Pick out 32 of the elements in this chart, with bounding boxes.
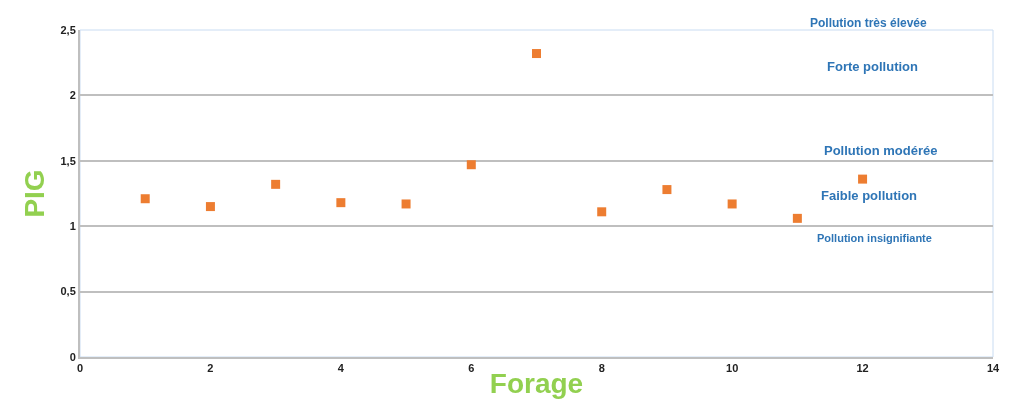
x-tick-label: 12 <box>856 362 869 375</box>
annotation: Pollution modérée <box>824 143 938 158</box>
point <box>466 160 476 170</box>
y-axis-title: PIG <box>18 169 50 218</box>
point <box>727 199 737 209</box>
y-tick-label: 1 <box>69 220 76 233</box>
point <box>140 194 150 204</box>
point <box>532 49 541 59</box>
point <box>271 179 281 189</box>
x-tick-label: 2 <box>207 362 214 375</box>
annotation: Pollution très élevée <box>810 16 928 30</box>
y-tick-label: 2 <box>69 89 76 102</box>
point <box>336 198 346 208</box>
x-tick-label: 6 <box>468 362 475 375</box>
annotation: Forte pollution <box>827 59 919 74</box>
x-tick-label: 4 <box>337 362 345 375</box>
x-axis-title: Forage <box>489 367 584 399</box>
annotation: Faible pollution <box>821 188 918 203</box>
y-tick-label: 0 <box>69 350 76 363</box>
point <box>662 185 672 195</box>
point <box>597 207 607 217</box>
y-tick-label: 1,5 <box>60 154 76 167</box>
y-tick-label: 0,5 <box>60 285 76 298</box>
x-tick-label: 10 <box>726 362 739 375</box>
x-tick-label: 14 <box>986 362 1000 375</box>
x-tick-label: 8 <box>598 362 605 375</box>
point <box>401 199 411 209</box>
point <box>205 202 215 212</box>
annotation: Pollution insignifiante <box>817 232 932 244</box>
y-tick-label: 2,5 <box>60 23 76 36</box>
point <box>792 213 802 223</box>
point <box>858 174 868 184</box>
